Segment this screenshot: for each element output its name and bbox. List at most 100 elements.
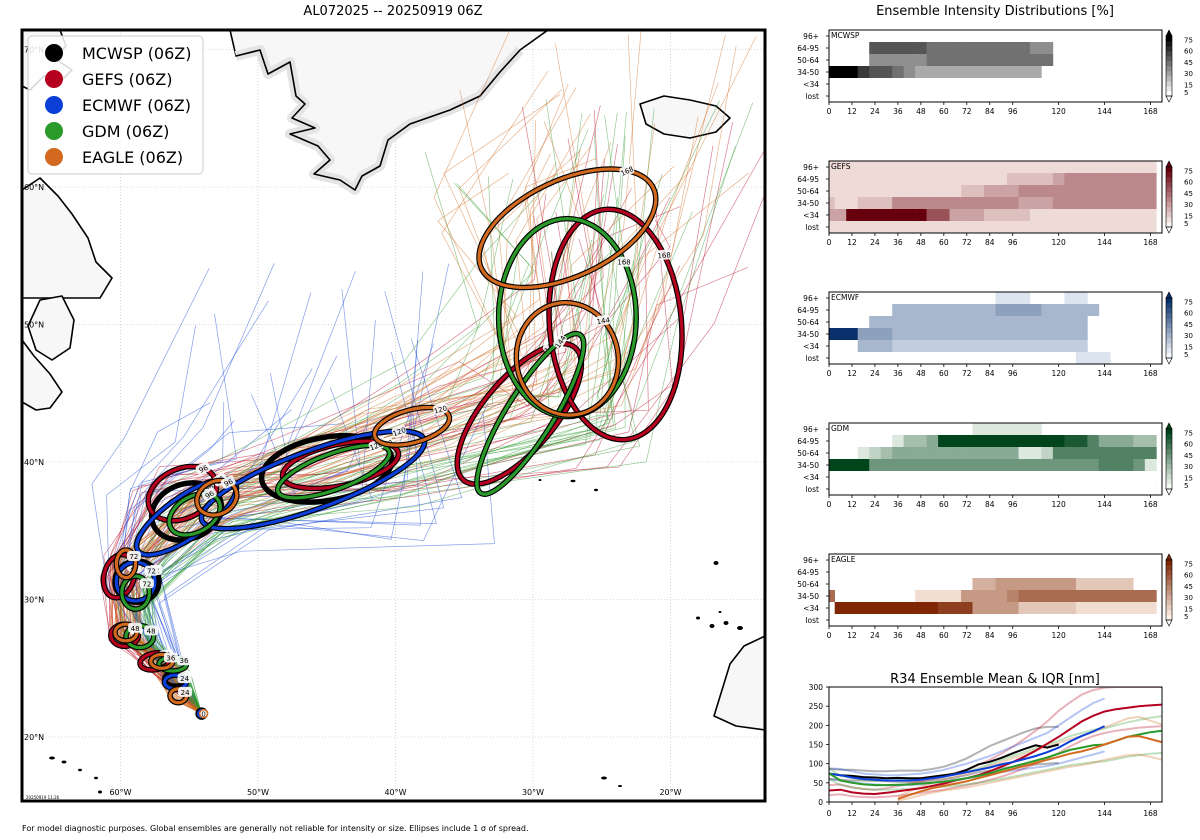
- heatmap-cell: [1075, 352, 1088, 364]
- ellipse-stroke: [372, 405, 452, 447]
- heatmap-cell: [1144, 602, 1157, 614]
- heatmap-cell: [1064, 459, 1077, 471]
- heatmap-cell: [1133, 173, 1146, 185]
- heatmap-cell: [869, 42, 881, 54]
- heatmap-x-label: 60: [939, 500, 949, 509]
- heatmap-cell: [961, 173, 973, 185]
- heatmap-cell: [961, 42, 973, 54]
- heatmap-cell: [1029, 602, 1042, 614]
- heatmap-cell: [829, 66, 835, 78]
- colorbar-label: 5: [1184, 89, 1188, 97]
- colorbar-step: [1166, 61, 1172, 67]
- heatmap-cell: [1007, 340, 1019, 352]
- heatmap-x-label: 48: [916, 369, 926, 378]
- heatmap-cell: [1110, 447, 1123, 459]
- heatmap-cell: [1064, 447, 1077, 459]
- heatmap-cell: [1098, 447, 1111, 459]
- heatmap-x-label: 36: [893, 500, 903, 509]
- africa-coast: [713, 635, 765, 731]
- heatmap-cell: [1018, 447, 1031, 459]
- heatmap-cell: [1052, 161, 1065, 173]
- heatmap-cell: [829, 185, 835, 197]
- heatmap-cell: [1064, 304, 1077, 316]
- heatmap-x-label: 24: [870, 107, 880, 116]
- heatmap-x-label: 36: [893, 631, 903, 640]
- colorbar-step: [1166, 192, 1172, 198]
- heatmap-cell: [949, 340, 962, 352]
- colorbar-step: [1166, 479, 1172, 485]
- heatmap-cell: [903, 328, 916, 340]
- heatmap-cell: [1144, 435, 1157, 447]
- heatmap-cell: [1007, 197, 1019, 209]
- colorbar-label: 30: [1184, 463, 1193, 471]
- heatmap-cell: [972, 447, 985, 459]
- map-gridlines: [22, 30, 765, 801]
- r34-x-label: 36: [893, 809, 903, 818]
- heatmap-cell: [1018, 459, 1031, 471]
- heatmap-cell: [938, 590, 950, 602]
- heatmap-x-label: 120: [1051, 631, 1066, 640]
- heatmap-cell: [834, 161, 847, 173]
- lat-label: 60°N: [24, 183, 44, 192]
- r34-x-label: 12: [847, 809, 857, 818]
- colorbar-step: [1166, 167, 1172, 173]
- heatmap-cell: [903, 459, 916, 471]
- legend-marker: [45, 70, 63, 88]
- heatmap-cell: [961, 459, 973, 471]
- heatmap-cell: [995, 435, 1008, 447]
- heatmap-x-label: 12: [847, 369, 857, 378]
- heatmap-y-label: 96+: [803, 425, 819, 434]
- heatmap-cell: [1144, 209, 1157, 221]
- heatmap-cell: [829, 590, 835, 602]
- heatmap-cell: [1052, 209, 1065, 221]
- hour-label: 120: [433, 404, 448, 415]
- r34-x-label: 24: [870, 809, 880, 818]
- heatmap-cell: [1098, 161, 1111, 173]
- heatmap-cell: [892, 173, 904, 185]
- colorbar-label: 5: [1184, 613, 1188, 621]
- heatmap-frame: [828, 29, 1163, 103]
- heatmap-cell: [846, 221, 858, 233]
- heatmap-cell: [1098, 185, 1111, 197]
- heatmap-x-label: 24: [870, 369, 880, 378]
- heatmap-cell: [1029, 578, 1042, 590]
- heatmap-cell: [984, 161, 996, 173]
- heatmap-cell: [995, 197, 1008, 209]
- heatmap-cell: [926, 304, 939, 316]
- ensemble-track: [91, 267, 210, 714]
- colorbar-step: [1166, 575, 1172, 581]
- heatmap-cell: [1064, 185, 1077, 197]
- heatmap-cell: [857, 459, 870, 471]
- heatmap-cell: [857, 185, 870, 197]
- heatmap-cell: [915, 435, 927, 447]
- heatmap-cell: [1075, 292, 1088, 304]
- hour-label: 168: [617, 259, 630, 267]
- colorbar-step: [1166, 71, 1172, 77]
- colorbar-label: 5: [1184, 482, 1188, 490]
- heatmap-cell: [926, 221, 939, 233]
- heatmap-cell: [1052, 304, 1065, 316]
- r34-x-label: 144: [1097, 809, 1112, 818]
- heatmap-y-label: 50-64: [797, 449, 819, 458]
- lat-label: 20°N: [24, 733, 44, 742]
- heatmap-cell: [949, 42, 962, 54]
- heatmap-cell: [915, 197, 927, 209]
- heatmap-model-name: MCWSP: [831, 31, 860, 40]
- hour-label-bg: [139, 578, 154, 589]
- hour-label-bg: [553, 333, 567, 349]
- heatmap-cell: [1052, 185, 1065, 197]
- heatmap-cell: [938, 185, 950, 197]
- heatmap-x-label: 96: [1008, 107, 1018, 116]
- heatmap-cell: [995, 66, 1008, 78]
- heatmap-cell: [869, 316, 881, 328]
- heatmap-cell: [949, 316, 962, 328]
- heatmap-cell: [926, 42, 939, 54]
- colorbar-step: [1166, 600, 1172, 606]
- heatmap-x-label: 96: [1008, 500, 1018, 509]
- heatmap-cell: [1018, 185, 1031, 197]
- hour-label: 36: [166, 655, 175, 663]
- heatmap-x-label: 84: [985, 631, 995, 640]
- heatmap-cell: [984, 423, 996, 435]
- heatmap-cell: [984, 602, 996, 614]
- lon-labels: 60°W 50°W 40°W 30°W 20°W: [109, 788, 681, 797]
